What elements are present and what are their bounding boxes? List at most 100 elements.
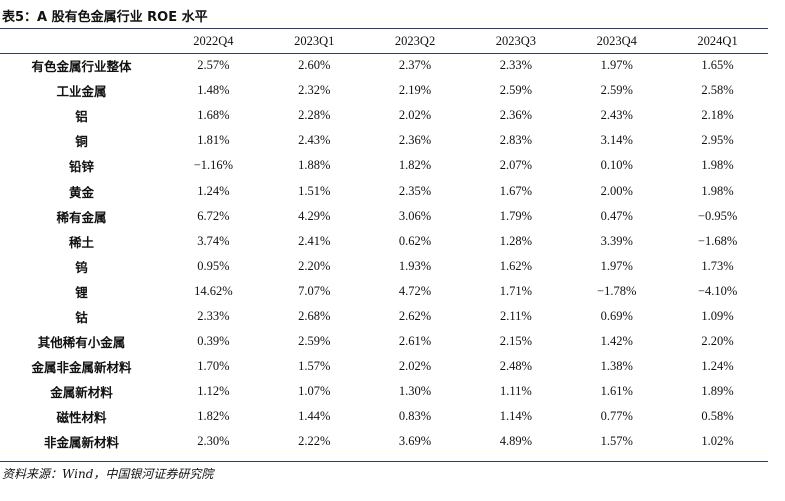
table-cell: 3.74%	[197, 233, 230, 248]
table-cell: 7.07%	[298, 283, 331, 298]
table-cell: 0.69%	[600, 308, 633, 323]
row-label: 稀有金属	[56, 209, 107, 225]
table-cell: 2.61%	[398, 334, 432, 349]
table-cell: 1.93%	[398, 258, 432, 273]
table-cell: 3.69%	[398, 434, 432, 449]
table-cell: 1.97%	[600, 258, 633, 273]
table-cell: 1.07%	[298, 384, 331, 399]
table-cell: −1.68%	[697, 233, 738, 248]
table-cell: 3.39%	[600, 233, 633, 248]
table-cell: −0.95%	[697, 208, 738, 223]
table-cell: 2.60%	[298, 58, 331, 73]
table-cell: 1.30%	[398, 384, 432, 399]
table-cell: 1.97%	[600, 58, 633, 73]
row-label: 钴	[75, 309, 88, 325]
row-label: 铜	[75, 134, 88, 150]
table-cell: −4.10%	[697, 283, 738, 298]
table-cell: 1.89%	[701, 384, 734, 399]
row-label: 磁性材料	[56, 410, 107, 426]
row-label: 非金属新材料	[43, 435, 119, 451]
table-cell: 6.72%	[197, 208, 230, 223]
table-cell: 2.19%	[398, 83, 432, 98]
table-cell: 2.59%	[298, 334, 331, 349]
table-cell: 1.73%	[701, 258, 734, 273]
table-cell: 2.37%	[398, 58, 432, 73]
table-cell: 0.62%	[398, 233, 432, 248]
table-cell: 1.11%	[499, 384, 532, 399]
table-cell: 2.11%	[499, 308, 532, 323]
table-cell: 1.71%	[499, 283, 533, 298]
row-label: 工业金属	[56, 84, 107, 100]
table-cell: 2.57%	[197, 58, 230, 73]
table-row: 铜 1.81% 2.43% 2.36% 2.83% 3.14% 2.95%	[0, 128, 768, 153]
table-cell: 1.82%	[398, 158, 432, 173]
table-row: 金属新材料 1.12% 1.07% 1.30% 1.11% 1.61% 1.89%	[0, 379, 768, 404]
table-row: 稀土 3.74% 2.41% 0.62% 1.28% 3.39% −1.68%	[0, 229, 768, 254]
row-label: 金属非金属新材料	[31, 360, 132, 376]
roe-table: 2022Q4 2023Q1 2023Q2 2023Q3 2023Q4 2024Q…	[0, 29, 768, 455]
table-cell: 1.24%	[701, 359, 734, 374]
table-cell: 2.02%	[398, 108, 432, 123]
table-cell: 0.39%	[197, 334, 230, 349]
table-cell: 1.24%	[197, 183, 230, 198]
table-cell: 0.58%	[701, 409, 734, 424]
row-label: 有色金属行业整体	[31, 59, 132, 75]
table-row: 其他稀有小金属 0.39% 2.59% 2.61% 2.15% 1.42% 2.20%	[0, 329, 768, 354]
table-body: 有色金属行业整体 2.57% 2.60% 2.37% 2.33% 1.97% 1.65% 工业…	[0, 53, 768, 455]
table-cell: 2.58%	[701, 83, 734, 98]
table-cell: 1.51%	[298, 183, 331, 198]
header-row: 2022Q4 2023Q1 2023Q2 2023Q3 2023Q4 2024Q…	[0, 29, 768, 53]
row-label: 锂	[75, 284, 88, 300]
table-cell: 1.14%	[499, 409, 533, 424]
table-cell: 1.57%	[600, 434, 633, 449]
table-row: 锂 14.62% 7.07% 4.72% 1.71% −1.78% −4.10%	[0, 279, 768, 304]
table-cell: 2.20%	[701, 334, 734, 349]
table-row: 稀有金属 6.72% 4.29% 3.06% 1.79% 0.47% −0.95%	[0, 204, 768, 229]
table-cell: 0.77%	[600, 409, 633, 424]
table-cell: 1.62%	[499, 258, 533, 273]
table-cell: 1.38%	[600, 359, 633, 374]
table-cell: 3.14%	[600, 133, 633, 148]
table-cell: 2.20%	[298, 258, 331, 273]
table-cell: 2.18%	[701, 108, 734, 123]
table-cell: 2.59%	[600, 83, 633, 98]
table-cell: 0.10%	[600, 158, 633, 173]
row-label: 钨	[75, 259, 88, 275]
table-cell: 3.06%	[398, 208, 432, 223]
table-cell: 1.12%	[197, 384, 230, 399]
bottom-rule	[0, 461, 768, 462]
table-cell: 0.95%	[197, 258, 230, 273]
table-cell: 2.22%	[298, 434, 331, 449]
top-rule	[0, 28, 768, 29]
table-cell: 2.48%	[499, 359, 533, 374]
table-row: 有色金属行业整体 2.57% 2.60% 2.37% 2.33% 1.97% 1.65%	[0, 53, 768, 78]
table-cell: 14.62%	[194, 283, 233, 298]
table-row: 钴 2.33% 2.68% 2.62% 2.11% 0.69% 1.09%	[0, 304, 768, 329]
column-header: 2023Q2	[394, 33, 436, 48]
table-cell: 1.79%	[499, 208, 533, 223]
table-cell: 1.28%	[499, 233, 533, 248]
table-cell: 1.48%	[197, 83, 230, 98]
table-cell: 2.68%	[298, 308, 331, 323]
table-cell: 2.15%	[499, 334, 533, 349]
table-row: 黄金 1.24% 1.51% 2.35% 1.67% 2.00% 1.98%	[0, 178, 768, 203]
table-cell: 0.83%	[398, 409, 432, 424]
table-cell: 1.02%	[701, 434, 734, 449]
row-label: 其他稀有小金属	[37, 335, 126, 351]
table-cell: 1.98%	[701, 183, 734, 198]
table-row: 钨 0.95% 2.20% 1.93% 1.62% 1.97% 1.73%	[0, 254, 768, 279]
header-rule	[0, 53, 768, 54]
table-cell: 2.35%	[398, 183, 432, 198]
table-cell: 2.33%	[499, 58, 533, 73]
table-cell: −1.78%	[597, 283, 637, 298]
column-header: 2023Q3	[495, 33, 537, 48]
table-cell: 1.88%	[298, 158, 331, 173]
source-note: 资料来源：Wind，中国银河证券研究院	[2, 467, 214, 481]
column-header: 2023Q4	[596, 33, 637, 48]
table-cell: 2.32%	[298, 83, 331, 98]
table-cell: 2.41%	[298, 233, 331, 248]
table-cell: 1.82%	[197, 409, 230, 424]
table-row: 铝 1.68% 2.28% 2.02% 2.36% 2.43% 2.18%	[0, 103, 768, 128]
row-label: 黄金	[68, 184, 94, 200]
table-cell: 4.89%	[499, 434, 533, 449]
